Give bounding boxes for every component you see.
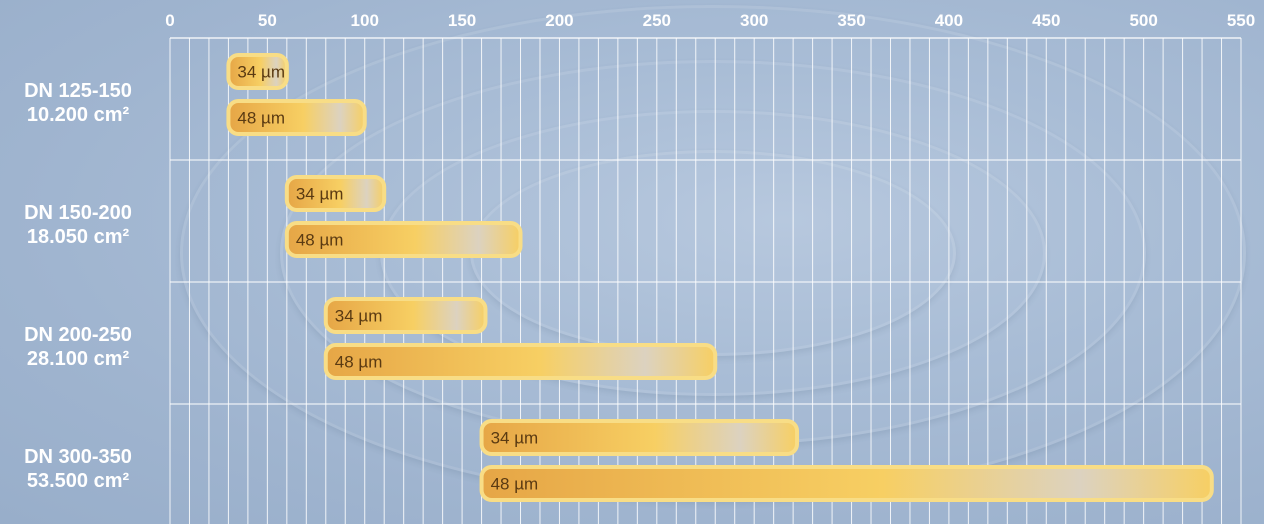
category-label-area: 10.200 cm² xyxy=(27,104,130,126)
category-label-area: 28.100 cm² xyxy=(27,348,130,370)
category-label-name: DN 125-150 xyxy=(24,80,132,102)
bar-label: 34 µm xyxy=(237,63,285,82)
x-tick-label: 450 xyxy=(1032,11,1060,30)
x-tick-label: 500 xyxy=(1129,11,1157,30)
x-tick-label: 250 xyxy=(643,11,671,30)
range-bar xyxy=(323,343,718,380)
range-bar xyxy=(226,99,367,136)
range-bar xyxy=(323,297,488,334)
range-bar xyxy=(284,175,387,212)
x-tick-label: 350 xyxy=(837,11,865,30)
category-label-name: DN 150-200 xyxy=(24,202,132,224)
bar-label: 34 µm xyxy=(335,307,383,326)
x-tick-label: 0 xyxy=(165,11,174,30)
x-tick-label: 100 xyxy=(351,11,379,30)
x-tick-label: 300 xyxy=(740,11,768,30)
category-label-area: 18.050 cm² xyxy=(27,226,130,248)
range-bar xyxy=(479,419,800,456)
category-label-name: DN 200-250 xyxy=(24,324,132,346)
category-label-area: 53.500 cm² xyxy=(27,470,130,492)
range-bar xyxy=(226,53,289,90)
bar-label: 34 µm xyxy=(491,429,539,448)
x-tick-label: 550 xyxy=(1227,11,1255,30)
x-tick-label: 200 xyxy=(545,11,573,30)
bar-label: 48 µm xyxy=(237,109,285,128)
x-tick-label: 400 xyxy=(935,11,963,30)
bar-label: 48 µm xyxy=(296,231,344,250)
bar-label: 48 µm xyxy=(491,475,539,494)
category-label-name: DN 300-350 xyxy=(24,446,132,468)
x-tick-label: 150 xyxy=(448,11,476,30)
range-bar xyxy=(284,221,523,258)
x-tick-label: 50 xyxy=(258,11,277,30)
bar-label: 48 µm xyxy=(335,353,383,372)
range-bar xyxy=(479,465,1214,502)
bar-label: 34 µm xyxy=(296,185,344,204)
